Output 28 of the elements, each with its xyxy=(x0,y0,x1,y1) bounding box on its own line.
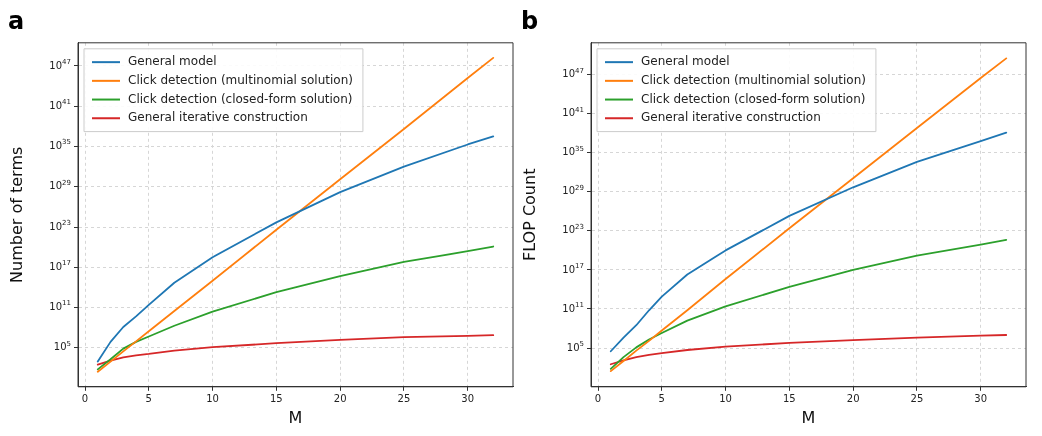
legend-label: Click detection (multinomial solution) xyxy=(128,72,353,87)
legend-label: General iterative construction xyxy=(641,110,821,125)
legend-label: Click detection (closed-form solution) xyxy=(128,91,353,106)
y-axis-title: FLOP Count xyxy=(519,168,539,261)
x-tick-label: 5 xyxy=(658,393,665,405)
x-tick-label: 5 xyxy=(145,393,152,405)
x-tick-label: 25 xyxy=(910,393,924,405)
x-tick-label: 30 xyxy=(461,393,475,405)
x-tick-label: 0 xyxy=(81,393,89,405)
legend-label: General model xyxy=(128,54,217,69)
legend-label: Click detection (closed-form solution) xyxy=(641,91,866,106)
x-axis-title: M xyxy=(288,407,303,427)
x-tick-label: 15 xyxy=(783,393,796,405)
legend-label: Click detection (multinomial solution) xyxy=(641,72,866,87)
x-axis-title: M xyxy=(801,407,816,427)
x-tick-label: 30 xyxy=(974,393,988,405)
legend-label: General model xyxy=(641,54,730,69)
x-tick-label: 0 xyxy=(594,393,602,405)
legend-label: General iterative construction xyxy=(128,110,308,125)
y-axis-title: Number of terms xyxy=(6,146,26,283)
x-tick-label: 20 xyxy=(333,393,347,405)
chart-title: b xyxy=(521,6,539,35)
x-tick-label: 10 xyxy=(719,393,732,405)
x-tick-label: 15 xyxy=(270,393,283,405)
x-tick-label: 25 xyxy=(397,393,411,405)
chart-title: a xyxy=(8,6,25,35)
x-tick-label: 20 xyxy=(846,393,860,405)
x-tick-label: 10 xyxy=(206,393,219,405)
